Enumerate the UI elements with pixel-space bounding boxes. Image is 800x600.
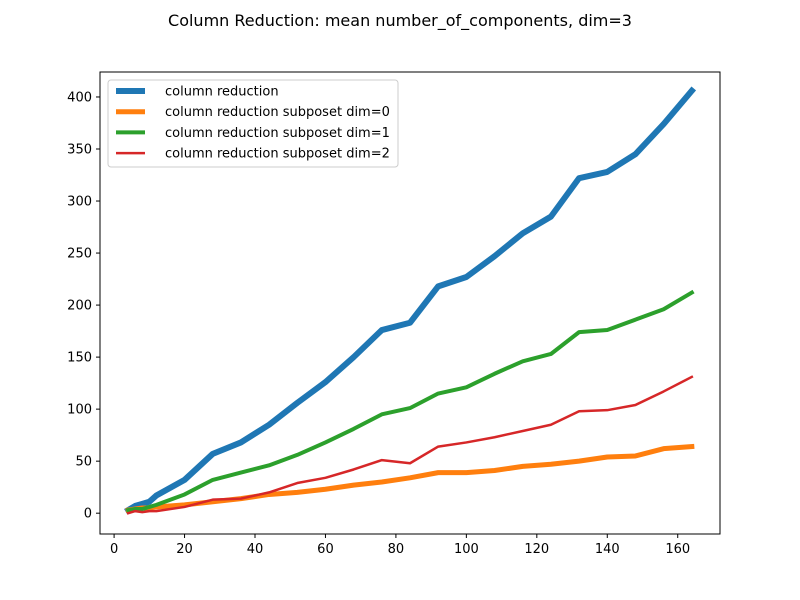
axes-frame	[99, 71, 721, 535]
x-tick-label-4: 80	[388, 542, 405, 557]
legend-box	[107, 79, 399, 168]
x-tick-label-1: 20	[176, 542, 193, 557]
y-tick-label-5: 250	[67, 247, 92, 262]
series-line-3	[126, 375, 694, 515]
y-tick-label-6: 300	[67, 195, 92, 210]
legend-entry-1[interactable]: column reduction subposet dim=0	[165, 105, 390, 120]
legend[interactable]: column reduction column reduction subpose…	[107, 79, 399, 168]
x-tick-label-0: 0	[110, 542, 118, 557]
plot-area	[124, 86, 697, 515]
x-tick-label-7: 140	[595, 542, 620, 557]
series-line-0	[124, 86, 697, 515]
y-tick-label-2: 100	[67, 403, 92, 418]
legend-entry-3[interactable]: column reduction subposet dim=2	[165, 147, 390, 162]
x-tick-label-5: 100	[454, 542, 479, 557]
y-tick-label-0: 0	[84, 507, 92, 522]
axis-ticks: 0 20 40 60 80 100 120 140 160 0 50 100 150 200 250 300 3…	[67, 90, 690, 557]
series-line-2	[125, 289, 695, 513]
legend-entry-0[interactable]: column reduction	[165, 85, 279, 100]
chart-title: Column Reduction: mean number_of_compone…	[168, 11, 632, 31]
y-tick-label-7: 350	[67, 143, 92, 158]
x-tick-label-6: 120	[524, 542, 549, 557]
x-tick-label-2: 40	[247, 542, 264, 557]
y-tick-label-3: 150	[67, 351, 92, 366]
y-tick-label-4: 200	[67, 299, 92, 314]
x-tick-label-8: 160	[665, 542, 690, 557]
y-tick-label-8: 400	[67, 90, 92, 105]
y-tick-label-1: 50	[75, 455, 92, 470]
x-tick-label-3: 60	[317, 542, 334, 557]
legend-entry-2[interactable]: column reduction subposet dim=1	[165, 126, 390, 141]
